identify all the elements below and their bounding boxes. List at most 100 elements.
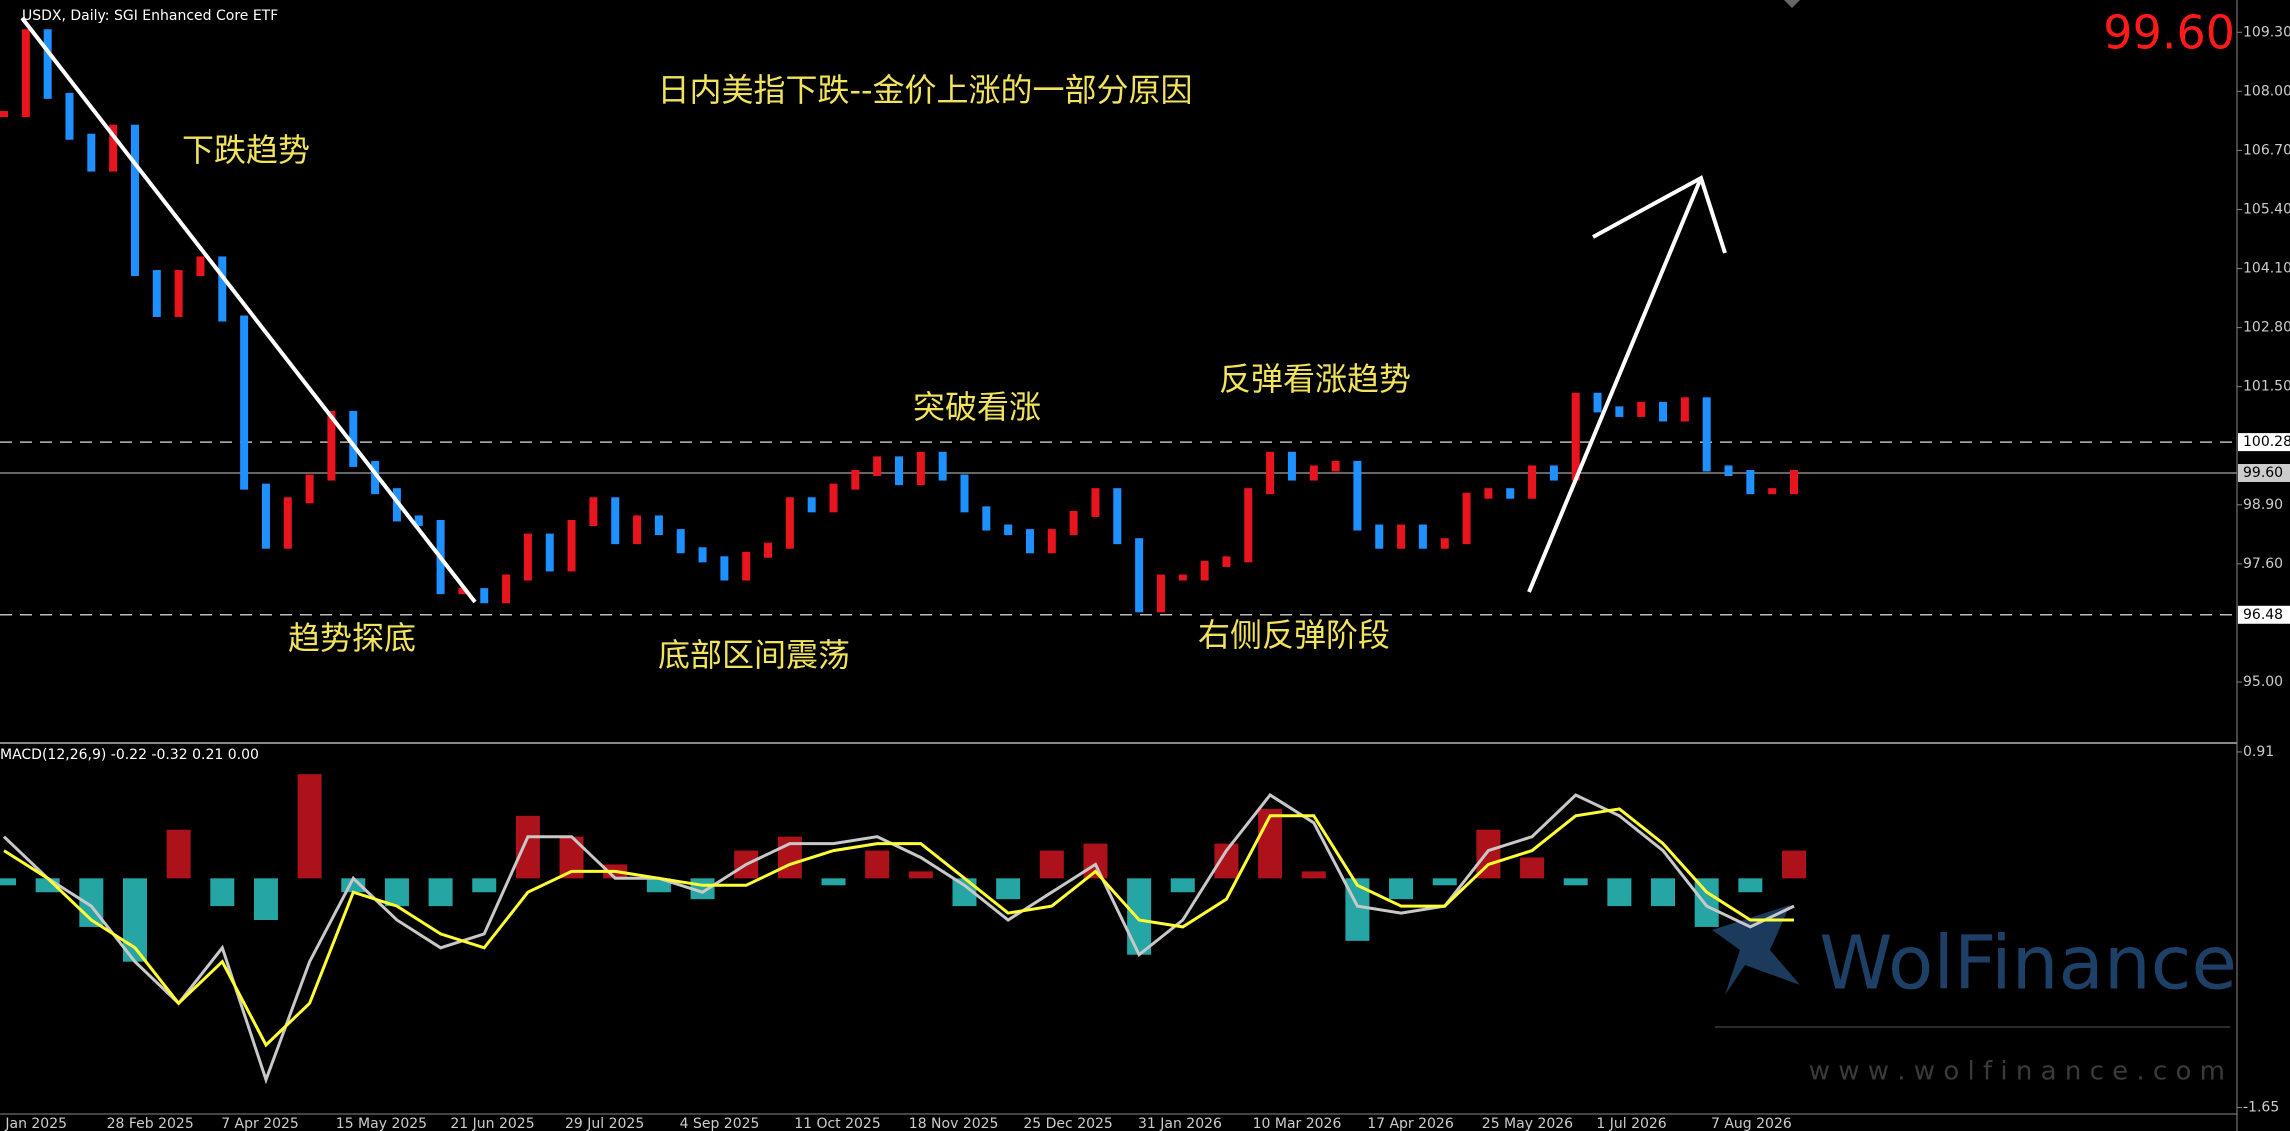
candle bbox=[1091, 488, 1100, 517]
histogram-bar bbox=[1127, 878, 1152, 955]
candle bbox=[676, 529, 685, 554]
candle bbox=[174, 270, 183, 317]
candle bbox=[895, 456, 903, 486]
candle bbox=[0, 111, 8, 118]
histogram-bar bbox=[1389, 878, 1414, 900]
candle bbox=[1484, 488, 1493, 499]
candle bbox=[1331, 460, 1340, 472]
candle bbox=[545, 533, 554, 572]
candle bbox=[742, 551, 751, 581]
x-tick-label: 31 Jan 2026 bbox=[1138, 1116, 1222, 1131]
candle bbox=[720, 556, 729, 581]
candle bbox=[654, 515, 663, 536]
candle bbox=[1790, 470, 1798, 495]
candle bbox=[1506, 488, 1515, 499]
candle bbox=[916, 451, 925, 486]
candle bbox=[1135, 538, 1144, 613]
level-tag bbox=[2238, 433, 2290, 452]
candle bbox=[1069, 510, 1078, 536]
y-tick-label: 101.50 bbox=[2243, 379, 2290, 395]
histogram-bar bbox=[515, 815, 540, 879]
y-tick-label: 95.00 bbox=[2243, 674, 2283, 690]
drawings bbox=[20, 16, 1727, 604]
candle bbox=[21, 29, 30, 118]
y-tick-label: 0.91 bbox=[2243, 744, 2274, 760]
candle bbox=[1244, 488, 1253, 563]
candle bbox=[1222, 556, 1231, 567]
histogram-bar bbox=[1782, 850, 1806, 879]
candle bbox=[785, 497, 794, 549]
candle bbox=[698, 547, 707, 563]
last-price-label: 99.60 bbox=[2243, 465, 2283, 481]
candle bbox=[1025, 529, 1034, 554]
last-price-tag bbox=[2238, 464, 2290, 483]
x-tick-label: 1 Jul 2026 bbox=[1596, 1116, 1666, 1131]
candle bbox=[1397, 524, 1406, 549]
candle bbox=[633, 515, 642, 545]
histogram-bar bbox=[1258, 808, 1283, 879]
candle bbox=[1549, 465, 1558, 481]
histogram-bar bbox=[1520, 857, 1545, 879]
x-tick-label: 25 May 2026 bbox=[1482, 1116, 1573, 1131]
annotation: 反弹看涨趋势 bbox=[1219, 360, 1411, 398]
histogram-bar bbox=[865, 850, 890, 879]
candle bbox=[414, 515, 423, 526]
candle bbox=[1375, 524, 1384, 549]
candle bbox=[1659, 401, 1668, 422]
y-tick-label: 108.00 bbox=[2243, 83, 2290, 99]
x-tick-label: 17 Apr 2026 bbox=[1367, 1116, 1454, 1131]
candle bbox=[1746, 470, 1755, 495]
x-tick-label: 25 Dec 2025 bbox=[1023, 1116, 1112, 1131]
histogram-bar bbox=[1694, 878, 1719, 927]
histogram-bar bbox=[253, 878, 278, 920]
candle bbox=[1156, 574, 1165, 613]
candle bbox=[1768, 488, 1777, 495]
candle bbox=[1200, 560, 1209, 581]
level-label: 100.28 bbox=[2243, 434, 2290, 450]
annotation: 右侧反弹阶段 bbox=[1198, 616, 1390, 654]
macd-title: MACD(12,26,9) -0.22 -0.32 0.21 0.00 bbox=[0, 747, 259, 763]
x-tick-label: 29 Jul 2025 bbox=[565, 1116, 644, 1131]
annotation: 底部区间震荡 bbox=[658, 636, 850, 674]
candle bbox=[283, 497, 292, 549]
histogram-bar bbox=[821, 878, 846, 886]
candle bbox=[1702, 397, 1711, 472]
arrow-head bbox=[1592, 175, 1727, 254]
candle bbox=[1724, 465, 1733, 477]
candle bbox=[611, 497, 620, 545]
candle bbox=[938, 451, 947, 481]
histogram-bar bbox=[1301, 871, 1326, 879]
histogram-bar bbox=[472, 878, 497, 893]
candle bbox=[109, 124, 118, 172]
annotation: 趋势探底 bbox=[288, 619, 416, 657]
candle bbox=[1593, 392, 1602, 413]
candle bbox=[349, 410, 358, 467]
histogram-bar bbox=[1651, 878, 1676, 907]
candle bbox=[305, 474, 314, 504]
candle bbox=[1178, 574, 1187, 581]
y-tick-label: 105.40 bbox=[2243, 201, 2290, 217]
last-price-big: 99.60 bbox=[2103, 6, 2235, 60]
wolf-logo bbox=[1712, 905, 1800, 995]
candle bbox=[152, 270, 161, 317]
candle bbox=[1637, 401, 1646, 417]
candle bbox=[1462, 492, 1471, 545]
macd-line bbox=[3, 807, 1794, 1048]
candle bbox=[1418, 524, 1427, 549]
annotation: 下跌趋势 bbox=[182, 131, 310, 169]
arrow-line bbox=[1527, 177, 1703, 593]
histogram-bar bbox=[166, 829, 191, 879]
histogram-bar bbox=[428, 878, 453, 907]
y-tick-label: 102.80 bbox=[2243, 320, 2290, 336]
histogram-bar bbox=[646, 878, 671, 893]
candle bbox=[1266, 451, 1275, 495]
x-tick-label: 10 Mar 2026 bbox=[1253, 1116, 1342, 1131]
histogram-bar bbox=[297, 774, 322, 879]
watermark-text: WolFinance bbox=[1819, 921, 2237, 1007]
x-tick-label: 11 Oct 2025 bbox=[794, 1116, 881, 1131]
level-label: 96.48 bbox=[2243, 607, 2283, 623]
candle bbox=[87, 133, 96, 172]
x-tick-label: 2 Jan 2025 bbox=[0, 1116, 67, 1131]
histogram-bar bbox=[908, 871, 933, 879]
